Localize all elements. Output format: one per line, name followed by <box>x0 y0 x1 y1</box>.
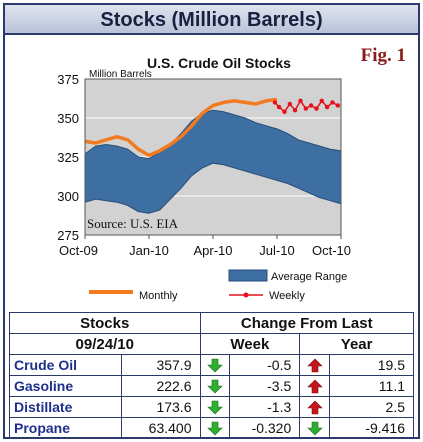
y-axis-ticks: 275 300 325 350 375 <box>57 72 79 243</box>
weekly-point <box>287 101 292 107</box>
card-title: Stocks (Million Barrels) <box>5 5 418 35</box>
legend-weekly-marker <box>243 292 249 298</box>
row-week-change: -1.3 <box>229 396 301 418</box>
table-header-week: Week <box>199 333 301 355</box>
chart-title: U.S. Crude Oil Stocks <box>147 55 291 71</box>
x-tick-label: Jan-10 <box>129 243 169 258</box>
row-name: Propane <box>9 417 122 439</box>
row-week-change: -3.5 <box>229 375 301 397</box>
table-row: Crude Oil 357.9 -0.5 19.5 <box>9 354 414 376</box>
legend-band-label: Average Range <box>271 271 347 283</box>
weekly-point <box>276 104 282 110</box>
row-week-change: -0.5 <box>229 354 301 376</box>
weekly-point <box>272 100 278 105</box>
row-value: 222.6 <box>120 375 201 397</box>
crude-oil-chart: U.S. Crude Oil Stocks Million Barrels 27… <box>57 55 351 302</box>
monthly-series-line <box>84 97 278 158</box>
y-tick-label: 325 <box>57 150 79 165</box>
row-week-change: -0.320 <box>229 417 301 439</box>
table-body: Crude Oil 357.9 -0.5 19.5 Gasoline 222.6 -3.5 1… <box>9 354 414 439</box>
row-name: Crude Oil <box>9 354 122 376</box>
table-header-date: 09/24/10 <box>9 333 201 355</box>
y-axis-label: Million Barrels <box>89 69 152 80</box>
stocks-card: Stocks (Million Barrels) Fig. 1 U.S. Cru… <box>3 3 420 439</box>
weekly-point <box>314 106 319 111</box>
row-year-change: 19.5 <box>329 354 414 376</box>
weekly-point <box>330 100 335 105</box>
legend-monthly-label: Monthly <box>139 290 178 302</box>
down-arrow-icon <box>199 354 231 376</box>
weekly-point <box>292 108 298 113</box>
weekly-point <box>303 106 308 111</box>
y-tick-label: 300 <box>57 189 79 204</box>
down-arrow-icon <box>199 375 231 397</box>
row-value: 63.400 <box>120 417 201 439</box>
weekly-point <box>282 109 287 115</box>
row-name: Distillate <box>9 396 122 418</box>
table-header-change: Change From Last <box>199 312 414 334</box>
table-header-year: Year <box>299 333 414 355</box>
weekly-series-points <box>272 98 340 115</box>
x-tick-label: Oct-10 <box>312 243 351 258</box>
up-arrow-icon <box>299 354 331 376</box>
down-arrow-icon <box>199 396 231 418</box>
down-arrow-icon <box>199 417 231 439</box>
y-tick-label: 375 <box>57 72 79 87</box>
table-row: Distillate 173.6 -1.3 2.5 <box>9 396 414 418</box>
weekly-point <box>308 103 314 108</box>
row-value: 173.6 <box>120 396 201 418</box>
table-row: Gasoline 222.6 -3.5 11.1 <box>9 375 414 397</box>
up-arrow-icon <box>299 375 331 397</box>
row-year-change: 2.5 <box>329 396 414 418</box>
figure-label: Fig. 1 <box>360 45 406 66</box>
row-value: 357.9 <box>120 354 201 376</box>
x-axis-ticks: Oct-09 Jan-10 Apr-10 Jul-10 Oct-10 <box>59 235 351 258</box>
weekly-point <box>298 98 303 103</box>
down-arrow-icon <box>299 417 331 439</box>
up-arrow-icon <box>299 396 331 418</box>
row-year-change: 11.1 <box>329 375 414 397</box>
table-header-stocks: Stocks <box>9 312 201 334</box>
weekly-point <box>324 104 330 110</box>
source-annotation: Source: U.S. EIA <box>87 216 179 231</box>
row-name: Gasoline <box>9 375 122 397</box>
weekly-point <box>335 103 340 108</box>
x-tick-label: Oct-09 <box>59 243 98 258</box>
legend-weekly-label: Weekly <box>269 290 305 302</box>
y-tick-label: 275 <box>57 228 79 243</box>
x-tick-label: Jul-10 <box>259 243 294 258</box>
y-tick-label: 350 <box>57 111 79 126</box>
table-row: Propane 63.400 -0.320 -9.416 <box>9 417 414 439</box>
row-year-change: -9.416 <box>329 417 414 439</box>
x-tick-label: Apr-10 <box>193 243 232 258</box>
legend-band-swatch <box>228 269 268 282</box>
stocks-table: Stocks Change From Last 09/24/10 Week Ye… <box>9 312 414 439</box>
weekly-point <box>319 98 324 103</box>
